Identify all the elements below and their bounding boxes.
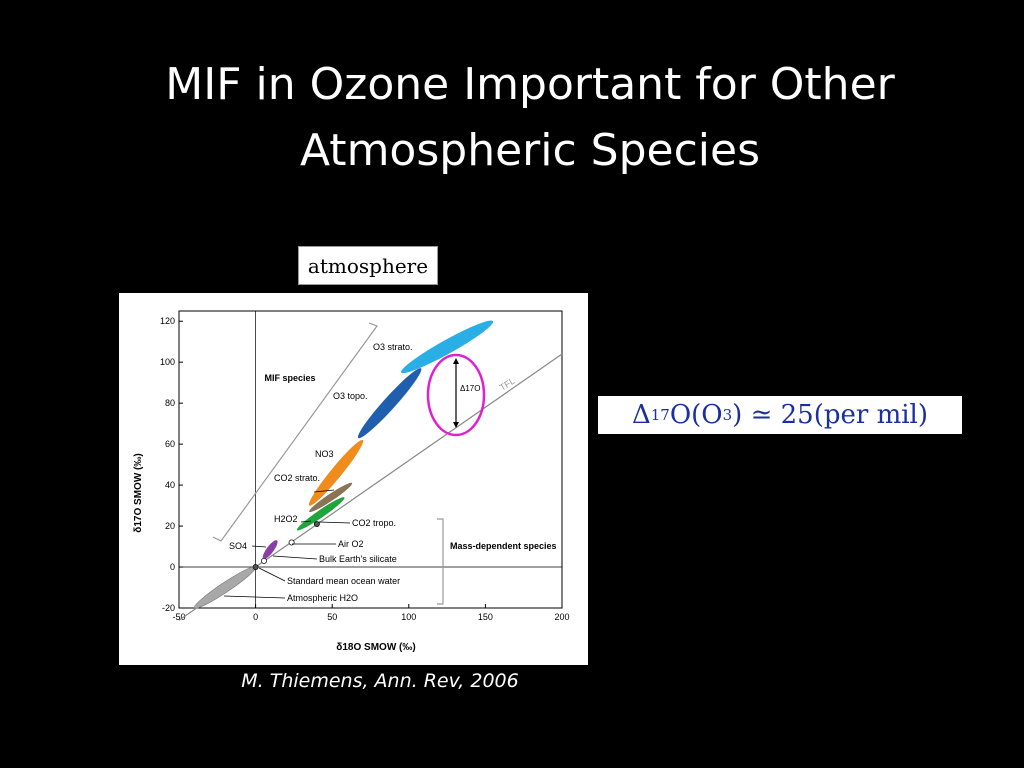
leader-atmospheric-h2o xyxy=(223,595,286,599)
label-co2-strato: CO2 strato. xyxy=(274,473,320,483)
point-bulk-earth-s-silicate xyxy=(261,557,267,564)
label-o3-topo: O3 topo. xyxy=(333,391,368,401)
formula-o: O(O xyxy=(669,400,723,430)
formula-tail: ) ≃ 25(per mil) xyxy=(732,400,929,430)
y-axis-label: δ17O SMOW (‰) xyxy=(133,453,144,532)
region-o3-strato xyxy=(401,320,494,374)
atmosphere-label: atmosphere xyxy=(307,253,429,278)
highlight-circle xyxy=(426,353,486,437)
region-h2o2 xyxy=(296,497,345,531)
label-smow: Standard mean ocean water xyxy=(287,576,400,586)
formula-sup: 17 xyxy=(650,406,670,424)
mif-species-bracket xyxy=(212,322,378,542)
x-tick-label: 0 xyxy=(253,612,258,622)
point-standard-mean-ocean-water xyxy=(252,564,259,570)
plot-frame xyxy=(178,310,563,609)
region-so4 xyxy=(262,540,278,560)
label-bulk-earth: Bulk Earth's silicate xyxy=(319,554,397,564)
y-tick-label: 0 xyxy=(170,562,175,572)
point-co2-tropo xyxy=(313,521,320,527)
tfl-label: TFL xyxy=(498,376,517,393)
title-line-2: Atmospheric Species xyxy=(299,125,760,176)
formula-sub: 3 xyxy=(722,406,733,424)
leader-smow xyxy=(258,567,286,582)
label-atmospheric-h2o: Atmospheric H2O xyxy=(287,593,358,603)
isotope-chart: -50 0 50 100 150 200 -20 0 20 40 60 80 100 120 δ18O S… xyxy=(133,310,570,653)
label-air-o2: Air O2 xyxy=(338,539,364,549)
atmosphere-label-box: atmosphere xyxy=(298,246,438,285)
x-tick-label: -50 xyxy=(172,612,185,622)
region-atmospheric-h2o xyxy=(193,566,257,609)
label-no3: NO3 xyxy=(315,449,334,459)
slide-title: MIF in Ozone Important for Other Atmosph… xyxy=(40,52,1020,184)
delta17o-formula: Δ 17 O(O 3) ≃ 25(per mil) xyxy=(598,396,962,434)
leader-co2-strato xyxy=(313,489,335,493)
leader-co2-tropo xyxy=(318,521,351,524)
x-tick-label: 200 xyxy=(554,612,569,622)
region-o3-topo xyxy=(357,368,422,439)
y-tick-label: 40 xyxy=(165,480,175,490)
label-co2-tropo: CO2 tropo. xyxy=(352,518,396,528)
formula-delta: Δ xyxy=(631,400,651,430)
y-tick-label: -20 xyxy=(162,603,175,613)
label-o3-strato: O3 strato. xyxy=(373,342,413,352)
y-tick-label: 20 xyxy=(165,521,175,531)
leader-bulk-earth xyxy=(272,555,318,560)
title-line-1: MIF in Ozone Important for Other xyxy=(165,59,895,110)
isotope-chart-panel: -50 0 50 100 150 200 -20 0 20 40 60 80 100 120 δ18O S… xyxy=(119,293,588,665)
y-tick-label: 60 xyxy=(165,439,175,449)
mass-dependent-label: Mass-dependent species xyxy=(450,541,557,551)
y-tick-label: 80 xyxy=(165,398,175,408)
mass-dependent-bracket xyxy=(437,518,444,605)
leader-so4 xyxy=(251,545,267,548)
mif-species-label: MIF species xyxy=(264,373,315,383)
y-tick-label: 120 xyxy=(160,316,175,326)
x-tick-label: 100 xyxy=(401,612,416,622)
region-no3 xyxy=(308,439,364,506)
x-tick-label: 150 xyxy=(478,612,493,622)
region-co2-strato xyxy=(309,482,353,513)
citation: M. Thiemens, Ann. Rev, 2006 xyxy=(241,670,519,692)
x-tick-label: 50 xyxy=(327,612,337,622)
y-tick-label: 100 xyxy=(160,357,175,367)
leader-h2o2 xyxy=(300,520,312,523)
x-axis-label: δ18O SMOW (‰) xyxy=(336,642,415,653)
label-h2o2: H2O2 xyxy=(274,514,298,524)
label-so4: SO4 xyxy=(229,541,247,551)
delta17o-label: Δ17O xyxy=(460,384,480,393)
